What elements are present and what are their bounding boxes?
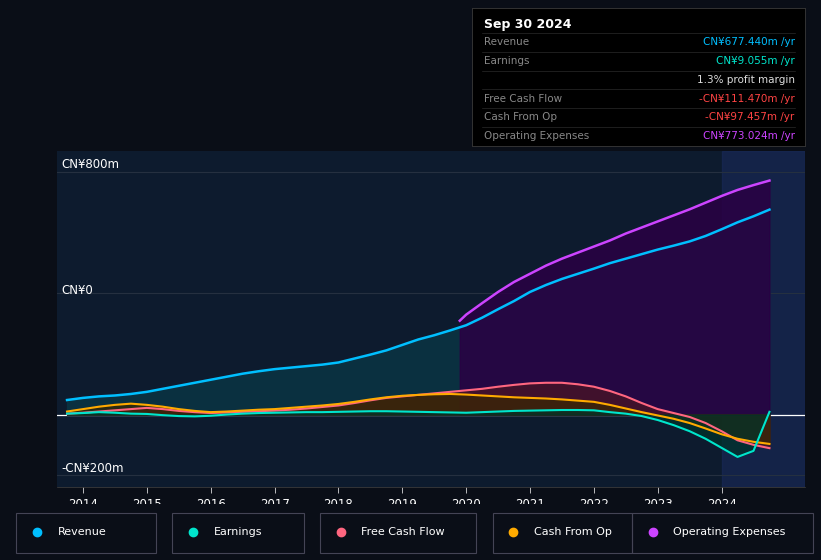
Text: CN¥0: CN¥0: [62, 284, 93, 297]
Text: Cash From Op: Cash From Op: [534, 527, 612, 537]
Text: Free Cash Flow: Free Cash Flow: [361, 527, 445, 537]
Text: Sep 30 2024: Sep 30 2024: [484, 18, 571, 31]
Text: Cash From Op: Cash From Op: [484, 113, 557, 123]
Text: Operating Expenses: Operating Expenses: [673, 527, 786, 537]
Text: Earnings: Earnings: [484, 56, 530, 66]
Text: -CN¥200m: -CN¥200m: [62, 462, 124, 475]
Text: 1.3% profit margin: 1.3% profit margin: [696, 75, 795, 85]
Text: Operating Expenses: Operating Expenses: [484, 131, 589, 141]
Bar: [722, 151, 805, 487]
Text: CN¥9.055m /yr: CN¥9.055m /yr: [716, 56, 795, 66]
Text: Free Cash Flow: Free Cash Flow: [484, 94, 562, 104]
Text: CN¥800m: CN¥800m: [62, 158, 119, 171]
Text: Earnings: Earnings: [213, 527, 262, 537]
Text: -CN¥111.470m /yr: -CN¥111.470m /yr: [699, 94, 795, 104]
Text: Revenue: Revenue: [57, 527, 106, 537]
Text: -CN¥97.457m /yr: -CN¥97.457m /yr: [705, 113, 795, 123]
Text: CN¥677.440m /yr: CN¥677.440m /yr: [703, 38, 795, 48]
Text: CN¥773.024m /yr: CN¥773.024m /yr: [703, 131, 795, 141]
Text: Revenue: Revenue: [484, 38, 529, 48]
